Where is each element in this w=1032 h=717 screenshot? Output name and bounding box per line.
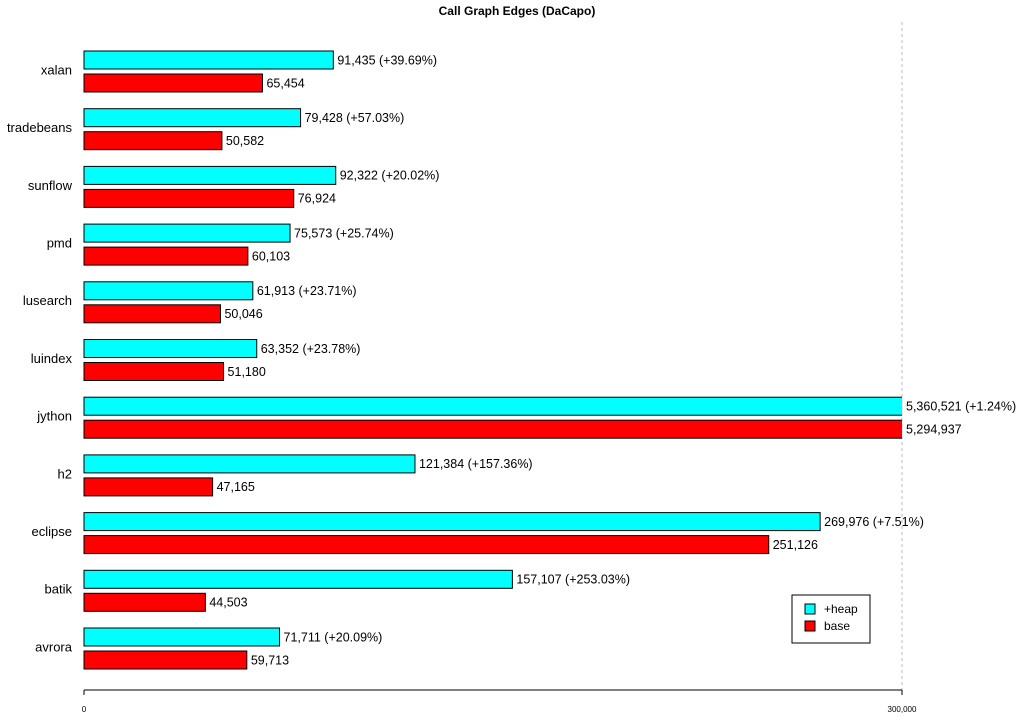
value-label: 51,180 [228,365,266,379]
value-label: 59,713 [251,653,289,667]
category-label: luindex [31,351,73,366]
value-label: 71,711 (+20.09%) [284,630,383,644]
x-tick-label: 0 [82,705,87,714]
bar [83,362,225,381]
bar [83,246,249,266]
category-label: batik [45,582,73,597]
value-label: 47,165 [217,480,255,494]
bar [83,477,214,497]
plot-area [83,50,902,670]
category-label: eclipse [32,524,72,539]
category-label: lusearch [23,293,72,308]
bar [83,281,254,301]
bar [83,73,263,93]
bar [83,304,221,324]
value-label: 92,322 (+20.02%) [340,169,440,183]
legend-label: base [824,619,850,633]
bar [83,592,206,612]
value-label: 157,107 (+253.03%) [516,573,630,587]
bar [83,396,902,416]
bar [83,223,291,243]
value-label: 60,103 [252,249,290,263]
chart-title: Call Graph Edges (DaCapo) [439,4,596,18]
legend-box [791,594,871,644]
bar [83,535,770,555]
bar [83,131,223,151]
category-label: pmd [47,236,72,251]
category-label: tradebeans [7,120,73,135]
bar [83,50,334,70]
value-label: 76,924 [298,192,336,206]
bar [83,339,258,358]
value-label: 251,126 [773,538,818,552]
bar [83,188,295,208]
bar [83,108,302,128]
bar [83,650,248,670]
value-label: 44,503 [209,596,247,610]
legend-swatch [804,603,816,615]
x-tick-label: 300,000 [888,705,917,714]
legend-label: +heap [824,602,858,616]
bar [83,165,337,185]
legend-swatch [804,620,816,632]
category-label: jython [36,409,72,424]
category-label: sunflow [28,178,73,193]
value-label: 121,384 (+157.36%) [419,457,533,471]
bar [83,454,416,474]
bar [83,627,281,647]
value-label: 75,573 (+25.74%) [294,226,394,240]
category-label: xalan [41,62,72,77]
value-label: 63,352 (+23.78%) [261,342,361,356]
value-label: 79,428 (+57.03%) [305,111,405,125]
value-label: 65,454 [266,76,304,90]
category-label: avrora [35,639,73,654]
value-label: 5,294,937 [906,422,962,436]
bar [83,419,902,439]
category-label: h2 [58,466,72,481]
value-label: 269,976 (+7.51%) [824,515,924,529]
bar [83,512,821,532]
value-label: 91,435 (+39.69%) [337,53,437,67]
value-label: 50,582 [226,134,264,148]
bar [83,569,513,589]
value-label: 5,360,521 (+1.24%) [906,399,1016,413]
value-label: 61,913 (+23.71%) [257,284,357,298]
value-label: 50,046 [224,307,262,321]
